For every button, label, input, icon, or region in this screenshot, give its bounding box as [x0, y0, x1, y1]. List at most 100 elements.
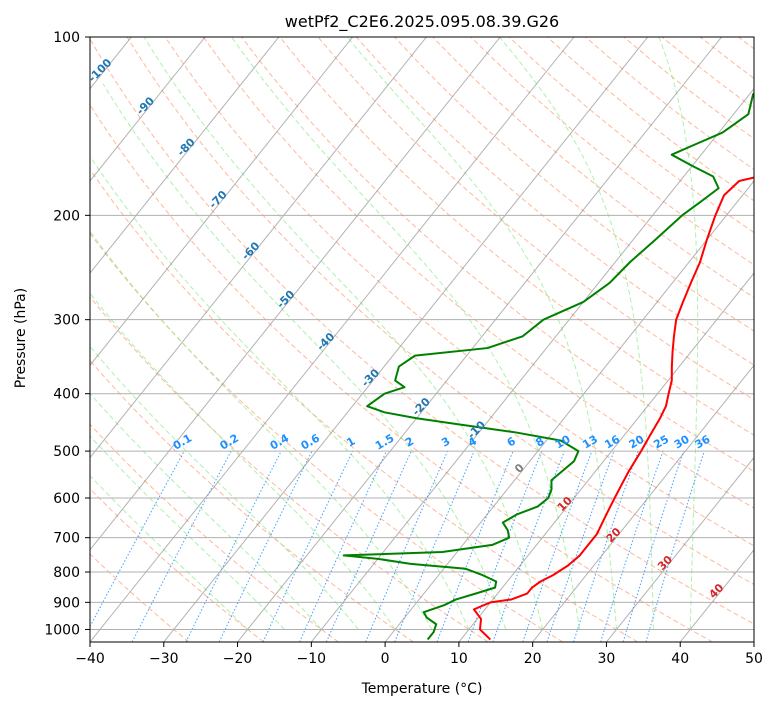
y-tick-label: 200 — [53, 208, 80, 224]
dry-adiabat — [90, 232, 564, 642]
isotherm — [90, 37, 280, 274]
moist-adiabat — [90, 292, 396, 630]
dry-adiabat — [355, 37, 754, 366]
mixing-ratio-line — [325, 450, 412, 642]
mixing-ratio-line — [131, 450, 232, 642]
dry-adiabat — [164, 37, 754, 547]
isotherm — [90, 37, 501, 551]
y-tick-label: 1000 — [44, 622, 80, 638]
mixing-ratio-line — [600, 450, 664, 642]
isotherm — [90, 37, 206, 182]
mixing-ratio-line — [622, 450, 684, 642]
isotherm-label: -80 — [175, 135, 198, 158]
y-tick-label: 100 — [53, 30, 80, 46]
dry-adiabat — [317, 37, 754, 401]
x-tick-label: 20 — [524, 651, 542, 667]
mixing-ratio-label: 20 — [627, 432, 647, 451]
dry-adiabat — [90, 168, 639, 642]
isotherm — [753, 641, 754, 642]
chart-title: wetPf2_C2E6.2025.095.08.39.G26 — [285, 12, 559, 32]
dry-adiabat — [90, 423, 339, 642]
y-axis-title: Pressure (hPa) — [13, 288, 29, 388]
isotherm — [532, 364, 754, 642]
dry-adiabat — [699, 37, 754, 79]
moist-adiabat — [90, 474, 248, 630]
plot-frame — [89, 36, 755, 643]
y-tick-label: 600 — [53, 491, 80, 507]
mixing-ratio-line — [262, 450, 354, 642]
dry-adiabat — [90, 488, 265, 642]
isotherm — [606, 456, 754, 642]
mixing-ratio-line — [467, 450, 543, 642]
isotherm-label: 10 — [555, 494, 575, 514]
y-tick-label: 300 — [53, 313, 80, 329]
mixing-ratio-label: 1 — [344, 435, 357, 450]
moist-adiabat — [231, 37, 581, 630]
isotherm-label: 0 — [512, 461, 527, 476]
profile-lines — [342, 92, 754, 641]
isotherm-label: 40 — [706, 581, 726, 601]
isotherm — [237, 37, 722, 642]
isotherm — [679, 548, 754, 642]
y-tick-label: 500 — [53, 444, 80, 460]
moist-adiabat — [499, 37, 654, 630]
x-tick-label: 10 — [450, 651, 468, 667]
mixing-ratio-label: 2 — [403, 435, 416, 450]
profile-line — [342, 92, 754, 641]
mixing-ratio-label: 0.4 — [268, 431, 292, 452]
mixing-ratio-line — [299, 450, 387, 642]
mixing-ratio-label: 0.6 — [299, 431, 323, 452]
mixing-ratio-line — [90, 450, 185, 628]
dry-adiabat — [279, 37, 754, 436]
x-tick-label: −20 — [223, 651, 253, 667]
moist-adiabat — [90, 392, 322, 630]
x-tick-label: 40 — [671, 651, 689, 667]
mixing-ratio-line — [645, 450, 705, 642]
dry-adiabat — [508, 37, 754, 234]
dry-adiabat — [585, 37, 754, 171]
dry-adiabat — [90, 296, 489, 642]
mixing-ratio-line — [365, 450, 449, 642]
mixing-ratio-line — [185, 450, 282, 642]
isotherm — [163, 37, 649, 642]
y-tick-label: 900 — [53, 595, 80, 611]
dry-adiabat — [203, 37, 754, 509]
mixing-ratio-label: 10 — [553, 432, 573, 451]
x-tick-label: −40 — [75, 651, 105, 667]
dry-adiabat — [432, 37, 754, 299]
x-tick-label: −10 — [297, 651, 327, 667]
mixing-ratio-line — [492, 450, 565, 642]
background-lines — [90, 37, 754, 642]
mixing-ratio-label: 0.2 — [218, 432, 241, 453]
isotherm — [458, 272, 754, 642]
y-tick-label: 700 — [53, 531, 80, 547]
moist-adiabat — [90, 435, 285, 630]
mixing-ratio-line — [522, 450, 593, 642]
y-tick-label: 800 — [53, 565, 80, 581]
isotherm-label: -30 — [359, 366, 382, 389]
isotherm — [90, 37, 427, 459]
moist-adiabat — [90, 155, 470, 630]
isotherm-label: -90 — [134, 94, 157, 117]
mixing-ratio-line — [573, 450, 639, 642]
isotherm — [90, 37, 354, 367]
mixing-ratio-line — [546, 450, 615, 642]
isotherm-label: 30 — [655, 553, 675, 573]
axes: −40 −30 −20 −10 0 10 20 30 40 5010009008007006005… — [44, 30, 763, 667]
isotherm — [310, 87, 754, 642]
moist-adiabat — [346, 37, 617, 630]
mixing-ratio-label: 3 — [439, 435, 452, 450]
mixing-ratio-label: 1.5 — [373, 432, 396, 453]
dry-adiabat — [738, 37, 754, 50]
mixing-ratio-label: 6 — [505, 434, 518, 449]
isotherm-label: -40 — [314, 330, 337, 353]
profile-line — [472, 176, 754, 641]
dry-adiabat — [90, 38, 754, 625]
y-tick-label: 400 — [53, 387, 80, 403]
pressure-gridlines — [90, 37, 754, 630]
x-tick-label: 50 — [745, 651, 763, 667]
mixing-ratio-label: 30 — [672, 432, 692, 451]
isotherm-label: -50 — [274, 288, 297, 311]
x-tick-label: 30 — [598, 651, 616, 667]
